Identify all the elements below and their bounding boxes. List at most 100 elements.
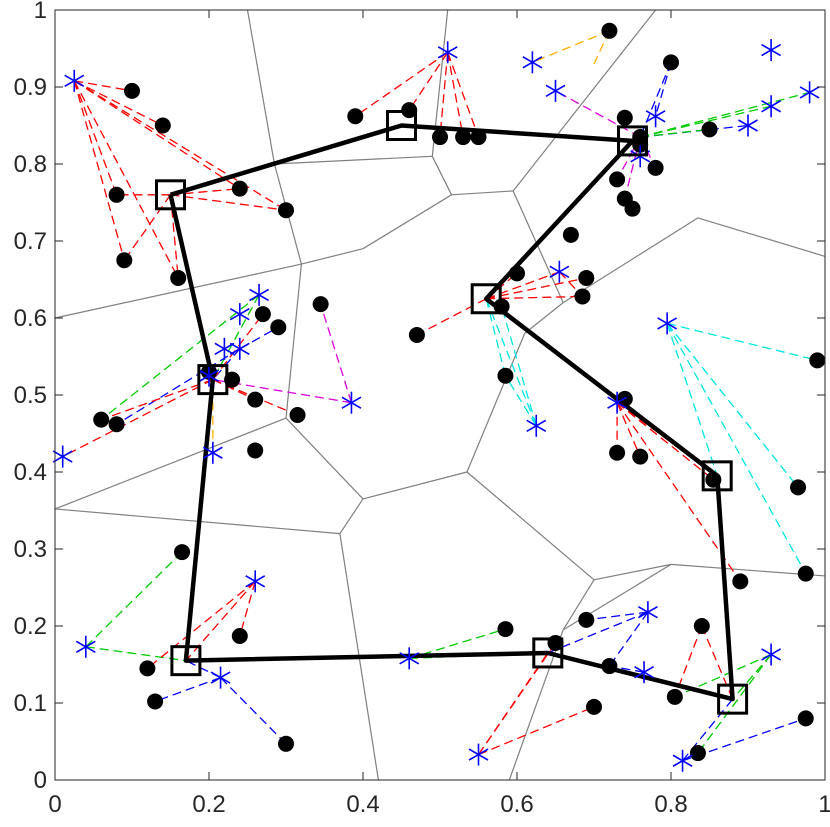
star-marker [210, 666, 231, 689]
star-marker [761, 95, 782, 118]
link-line [478, 706, 595, 756]
link-line [500, 306, 537, 426]
link-line [616, 402, 714, 481]
customer-dot [231, 628, 248, 645]
voronoi-edge [362, 471, 468, 500]
customer-dot [797, 710, 814, 727]
star-points [52, 39, 820, 772]
customer-dot [278, 735, 294, 752]
y-tick-label: 0.3 [14, 536, 47, 563]
voronoi-edge [431, 156, 453, 196]
customer-dot [497, 621, 514, 638]
depot-squares [155, 110, 749, 715]
link-line [640, 128, 710, 138]
link-line [62, 379, 214, 458]
customer-dot [509, 265, 525, 282]
route-line [168, 123, 735, 702]
x-tick-label: 0.4 [346, 791, 379, 818]
customer-dot [124, 82, 140, 99]
star-marker [761, 39, 782, 62]
x-tick-label: 0.8 [654, 791, 687, 818]
customer-dot [147, 693, 164, 710]
customer-dot [93, 411, 110, 428]
customer-dot [809, 352, 826, 369]
depot-square [717, 683, 749, 715]
y-tick-label: 0.7 [14, 228, 47, 255]
link-line [697, 654, 772, 754]
link-line [485, 271, 560, 300]
link-line [447, 52, 464, 138]
customer-dot [609, 444, 626, 461]
customer-dot [790, 479, 807, 496]
depot-square [532, 637, 564, 669]
depot-square [701, 460, 733, 492]
link-line [732, 654, 772, 700]
link-line [624, 136, 641, 199]
link-line [73, 80, 241, 190]
link-line [640, 105, 772, 138]
voronoi-edge [246, 9, 276, 165]
link-line [608, 611, 649, 667]
link-line [239, 581, 256, 637]
y-tick-label: 0 [34, 767, 47, 794]
star-marker [245, 570, 266, 593]
voronoi-edge [451, 190, 514, 196]
y-tick-label: 0.4 [14, 459, 47, 486]
customer-dot [797, 565, 814, 582]
star-marker [202, 441, 223, 464]
link-line [170, 187, 240, 196]
star-marker [634, 661, 654, 684]
customer-dot [231, 180, 248, 197]
link-line [439, 52, 449, 138]
voronoi-edge [697, 217, 826, 257]
star-marker [657, 312, 678, 335]
depot-square [197, 364, 229, 396]
link-line [666, 322, 799, 488]
customer-dot [270, 319, 287, 336]
y-tick-label: 0.8 [14, 151, 47, 178]
customer-dot [647, 159, 664, 176]
link-line [408, 51, 449, 111]
y-tick-label: 0.1 [14, 690, 47, 717]
star-marker [229, 303, 250, 326]
x-axis-ticks: 0 0.2 0.4 0.6 0.8 1 [48, 10, 830, 818]
link-line [220, 677, 287, 745]
star-marker [799, 81, 820, 104]
voronoi-edge [301, 248, 364, 265]
star-marker [526, 414, 547, 437]
customer-dot [693, 618, 710, 634]
route-path [168, 123, 735, 702]
star-marker [468, 743, 489, 766]
link-line [654, 62, 672, 117]
star-marker [64, 69, 85, 92]
link-line [212, 294, 260, 380]
link-line [485, 298, 537, 427]
star-marker [549, 260, 570, 283]
customer-dot [470, 129, 487, 146]
y-axis-ticks: 0 0.1 0.2 0.3 0.4 0.5 0.6 0.7 0.8 0.9 1 [14, 0, 825, 794]
link-line [73, 80, 125, 261]
voronoi-edge [274, 155, 433, 165]
link-line [547, 611, 649, 654]
customer-dot [455, 129, 472, 146]
star-marker [214, 337, 235, 360]
link-line [146, 580, 256, 669]
customer-dot [616, 109, 633, 126]
y-tick-label: 1 [34, 0, 47, 24]
star-marker [75, 635, 96, 658]
star-marker [545, 79, 566, 102]
link-line [100, 378, 214, 421]
link-line [477, 642, 557, 755]
customer-dot [663, 54, 679, 71]
voronoi-edge [512, 9, 657, 192]
customer-dot [562, 226, 579, 243]
star-marker [399, 647, 420, 670]
depot-square [470, 283, 502, 315]
customer-dot [632, 129, 649, 146]
star-marker [341, 391, 362, 414]
voronoi-edge [362, 194, 452, 250]
customer-dot [170, 269, 187, 286]
customer-dot [666, 688, 683, 705]
star-marker [672, 749, 693, 772]
link-line [73, 80, 164, 127]
